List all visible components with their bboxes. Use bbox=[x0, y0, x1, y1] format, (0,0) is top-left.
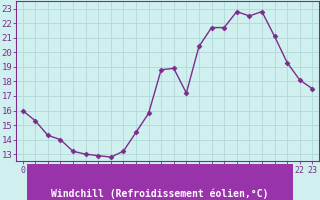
Text: Windchill (Refroidissement éolien,°C): Windchill (Refroidissement éolien,°C) bbox=[51, 189, 269, 199]
